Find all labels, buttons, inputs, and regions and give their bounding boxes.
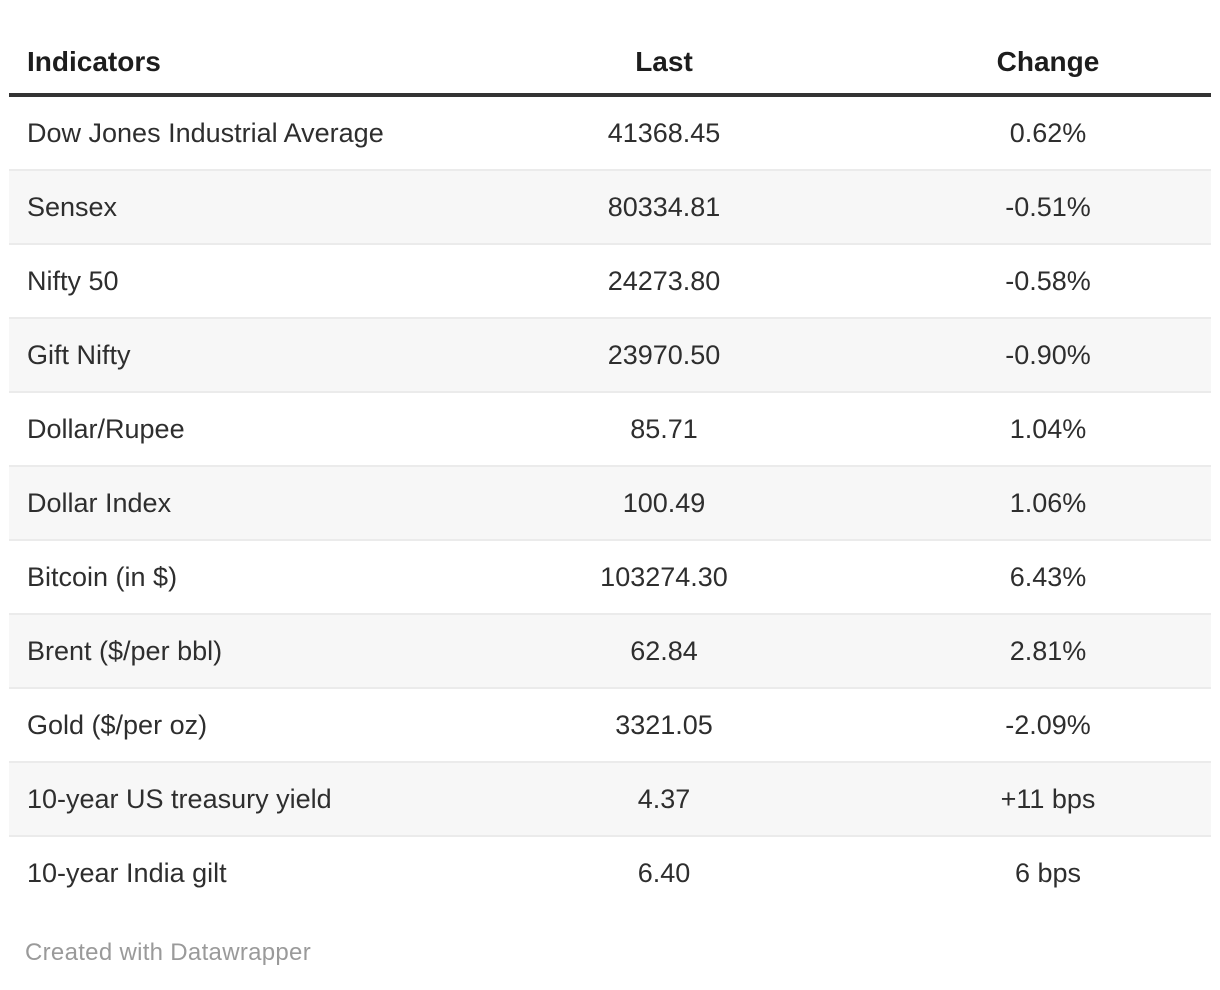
last-cell: 103274.30 [443,540,885,615]
table-row: Sensex 80334.81 -0.51% [9,170,1211,245]
table-body: Dow Jones Industrial Average 41368.45 0.… [9,95,1211,909]
indicator-cell: Bitcoin (in $) [9,540,443,615]
table-row: Dollar/Rupee 85.71 1.04% [9,392,1211,467]
indicator-cell: Sensex [9,170,443,245]
last-cell: 23970.50 [443,318,885,393]
table-row: 10-year US treasury yield 4.37 +11 bps [9,762,1211,837]
last-cell: 80334.81 [443,170,885,245]
change-cell: 1.04% [885,392,1211,467]
last-cell: 6.40 [637,857,691,888]
last-cell: 24273.80 [443,244,885,319]
last-cell: 85.71 [443,392,885,467]
indicator-cell: 10-year US treasury yield [9,762,443,837]
last-cell: 62.84 [443,614,885,689]
change-cell: -2.09% [885,688,1211,763]
change-cell: 2.81% [885,614,1211,689]
column-header-last: Last [443,30,885,97]
indicator-cell: Gold ($/per oz) [9,688,443,763]
indicators-table: Indicators Last Change Dow Jones Industr… [9,30,1211,909]
indicator-cell: Nifty 50 [9,244,443,319]
datawrapper-attribution-link[interactable]: Created with Datawrapper [25,939,312,966]
indicator-cell: Brent ($/per bbl) [9,614,443,689]
last-cell: 41368.45 [443,95,885,171]
column-header-change: Change [885,30,1211,97]
last-cell: 100.49 [443,466,885,541]
header-row: Indicators Last Change [9,30,1211,97]
change-cell: 1.06% [885,466,1211,541]
table-row: Gift Nifty 23970.50 -0.90% [9,318,1211,393]
table-row: Dow Jones Industrial Average 41368.45 0.… [9,95,1211,171]
change-cell: -0.58% [885,244,1211,319]
table-row: 10-year India gilt 6.40 6 bps [9,836,1211,909]
change-cell: 6.43% [885,540,1211,615]
change-cell: -0.90% [885,318,1211,393]
table-row: Gold ($/per oz) 3321.05 -2.09% [9,688,1211,763]
indicator-cell: Dow Jones Industrial Average [9,95,443,171]
change-cell: +11 bps [885,762,1211,837]
indicator-cell: Dollar/Rupee [9,392,443,467]
change-cell: 0.62% [885,95,1211,171]
column-header-indicators: Indicators [9,30,443,97]
datawrapper-table-container: Indicators Last Change Dow Jones Industr… [9,30,1211,967]
indicator-cell: Dollar Index [9,466,443,541]
table-row: Nifty 50 24273.80 -0.58% [9,244,1211,319]
attribution: Created with Datawrapper [25,939,1211,967]
last-cell: 3321.05 [443,688,885,763]
indicator-cell: Gift Nifty [9,318,443,393]
indicator-cell: 10-year India gilt [27,857,227,888]
table-row: Brent ($/per bbl) 62.84 2.81% [9,614,1211,689]
table-row: Bitcoin (in $) 103274.30 6.43% [9,540,1211,615]
table-header: Indicators Last Change [9,30,1211,97]
change-cell: -0.51% [885,170,1211,245]
change-cell: 6 bps [1014,857,1082,888]
table-row: Dollar Index 100.49 1.06% [9,466,1211,541]
last-cell: 4.37 [443,762,885,837]
